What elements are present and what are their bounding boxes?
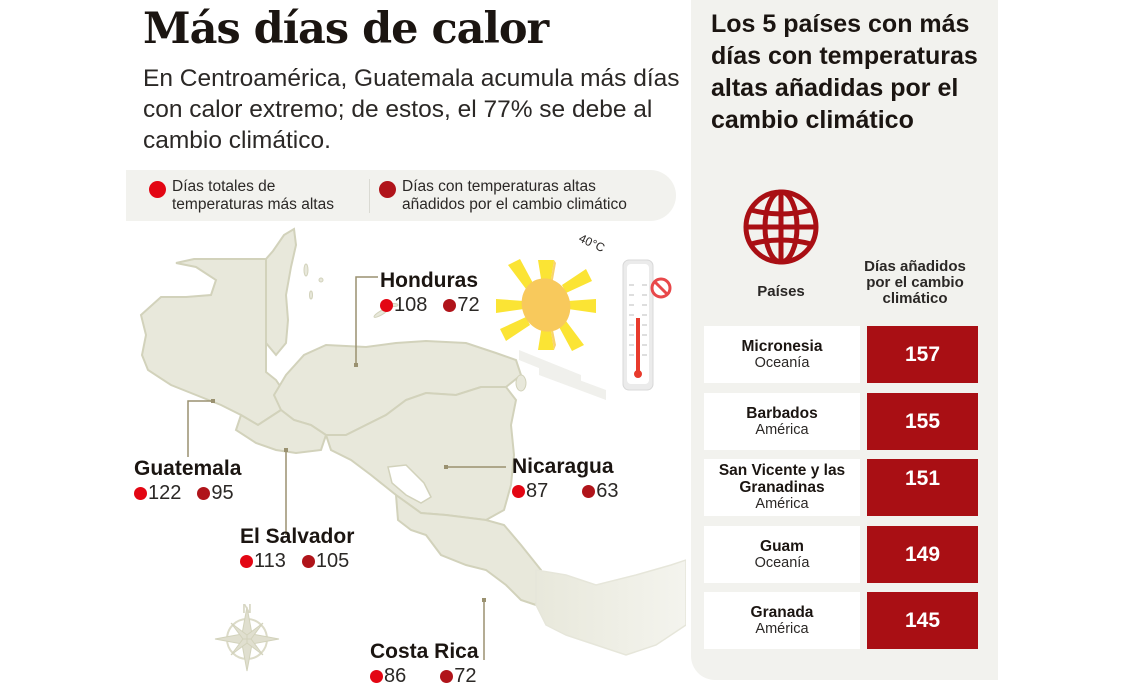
ranking-row: Granada América 145 bbox=[704, 592, 978, 649]
added-days-dot-icon bbox=[443, 298, 457, 312]
region-name: América bbox=[755, 496, 809, 512]
days-value: 151 bbox=[867, 459, 978, 516]
total-days-dot-icon bbox=[380, 298, 393, 312]
country-label-el-salvador: El Salvador 113 105 bbox=[240, 525, 354, 573]
panama-shape bbox=[535, 559, 686, 656]
costa-rica-shape bbox=[394, 492, 543, 607]
lake-nicaragua-shape bbox=[387, 464, 432, 504]
added-days-value: 95 bbox=[211, 482, 234, 504]
region-name: Oceanía bbox=[754, 554, 810, 571]
added-days-dot-icon bbox=[197, 486, 211, 500]
country-name: Barbados bbox=[746, 404, 818, 422]
country-name: Granada bbox=[750, 603, 814, 621]
column-header-days: Días añadidos por el cambio climático bbox=[864, 258, 966, 307]
added-days-value: 72 bbox=[457, 294, 480, 316]
el-salvador-shape bbox=[234, 408, 328, 455]
legend-divider bbox=[369, 179, 370, 213]
region-name: América bbox=[755, 421, 809, 438]
central-america-map: N bbox=[126, 225, 686, 689]
total-days-value: 86 bbox=[384, 665, 407, 687]
legend-item-total-days: Días totales de temperaturas más altas bbox=[149, 178, 334, 214]
days-value: 145 bbox=[867, 592, 978, 649]
globe-icon bbox=[743, 189, 819, 265]
nicaragua-shape bbox=[324, 386, 518, 522]
country-name: Honduras bbox=[380, 269, 479, 292]
region-name: Oceanía bbox=[754, 354, 810, 371]
sun-icon bbox=[496, 259, 596, 351]
total-days-dot-icon bbox=[134, 486, 147, 500]
total-days-dot-icon bbox=[512, 484, 525, 498]
total-days-value: 87 bbox=[526, 480, 549, 502]
total-days-dot-icon bbox=[370, 669, 383, 683]
added-days-value: 105 bbox=[315, 550, 350, 572]
ranking-row: Micronesia Oceanía 157 bbox=[704, 326, 978, 383]
column-header-country: Países bbox=[757, 283, 805, 300]
added-days-value: 72 bbox=[454, 665, 477, 687]
thermometer-icon bbox=[622, 259, 672, 391]
leader-lines bbox=[187, 276, 506, 660]
country-label-honduras: Honduras 108 72 bbox=[380, 269, 480, 317]
country-name: Guam bbox=[760, 537, 804, 555]
country-label-guatemala: Guatemala 122 95 bbox=[134, 457, 241, 505]
illustration-platforms bbox=[519, 350, 606, 400]
added-days-dot-icon bbox=[440, 669, 454, 683]
ranking-row: San Vicente y las Granadinas América 151 bbox=[704, 459, 978, 516]
leader-anchors bbox=[211, 363, 486, 602]
legend-label-line1: Días con temperaturas altas bbox=[402, 178, 596, 195]
belize-shape bbox=[265, 227, 298, 357]
map-shapes: N bbox=[139, 227, 686, 672]
total-days-value: 113 bbox=[254, 550, 286, 572]
dark-red-dot-icon bbox=[379, 181, 396, 198]
region-name: América bbox=[755, 620, 809, 637]
legend-label-line2: temperaturas más altas bbox=[172, 196, 334, 213]
ranking-title: Los 5 países con más días con temperatur… bbox=[711, 10, 978, 134]
legend: Días totales de temperaturas más altas D… bbox=[126, 170, 676, 221]
page-title: Más días de calor bbox=[143, 4, 549, 54]
ranking-panel: Los 5 países con más días con temperatur… bbox=[691, 0, 998, 680]
country-label-costa-rica: Costa Rica 86 72 bbox=[370, 640, 479, 688]
total-days-value: 122 bbox=[148, 482, 182, 504]
country-name: Nicaragua bbox=[512, 455, 614, 478]
country-name: Micronesia bbox=[741, 337, 823, 355]
compass-icon bbox=[214, 606, 280, 672]
compass-n-label: N bbox=[242, 601, 251, 616]
legend-item-added-days: Días con temperaturas altas añadidos por… bbox=[379, 178, 627, 214]
days-value: 157 bbox=[867, 326, 978, 383]
country-name: El Salvador bbox=[240, 525, 355, 548]
red-dot-icon bbox=[149, 181, 166, 198]
days-value: 155 bbox=[867, 393, 978, 450]
total-days-value: 108 bbox=[394, 294, 428, 316]
ranking-row: Guam Oceanía 149 bbox=[704, 526, 978, 583]
country-label-nicaragua: Nicaragua 87 63 bbox=[512, 455, 619, 503]
temperature-label: 40°C bbox=[577, 231, 608, 255]
added-days-dot-icon bbox=[582, 484, 596, 498]
country-name: San Vicente y las Granadinas bbox=[718, 462, 846, 496]
page-subtitle: En Centroamérica, Guatemala acumula más … bbox=[143, 65, 680, 154]
legend-label-line1: Días totales de bbox=[172, 178, 276, 195]
country-name: Guatemala bbox=[134, 457, 242, 480]
days-value: 149 bbox=[867, 526, 978, 583]
added-days-dot-icon bbox=[301, 554, 315, 568]
legend-label-line2: añadidos por el cambio climático bbox=[402, 196, 627, 213]
country-name: Costa Rica bbox=[370, 640, 479, 663]
ranking-row: Barbados América 155 bbox=[704, 393, 978, 450]
added-days-value: 63 bbox=[596, 480, 619, 502]
total-days-dot-icon bbox=[240, 554, 253, 568]
